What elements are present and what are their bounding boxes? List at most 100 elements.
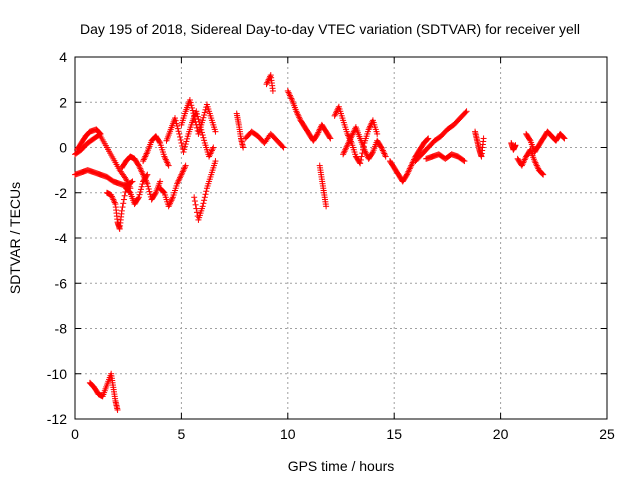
data-point bbox=[192, 201, 199, 208]
y-tick-label: 2 bbox=[59, 94, 67, 110]
x-tick-label: 25 bbox=[599, 426, 615, 442]
data-point bbox=[121, 192, 128, 199]
x-tick-label: 0 bbox=[71, 426, 79, 442]
data-point bbox=[172, 117, 179, 124]
data-point bbox=[191, 194, 198, 201]
data-point bbox=[175, 128, 182, 135]
data-point bbox=[157, 178, 164, 185]
data-point bbox=[374, 130, 381, 137]
y-tick-label: -4 bbox=[55, 230, 68, 246]
data-point bbox=[129, 178, 136, 185]
y-tick-label: -12 bbox=[47, 411, 67, 427]
data-point bbox=[190, 110, 197, 117]
data-point bbox=[136, 191, 143, 198]
y-axis-label: SDTVAR / TECUs bbox=[7, 182, 23, 294]
data-point bbox=[188, 102, 195, 109]
data-point bbox=[212, 158, 219, 165]
data-point bbox=[201, 197, 208, 204]
data-point bbox=[181, 143, 188, 150]
data-point bbox=[120, 200, 127, 207]
data-point bbox=[182, 162, 189, 169]
data-point bbox=[114, 406, 121, 413]
data-point bbox=[403, 172, 410, 179]
data-point bbox=[191, 112, 198, 119]
data-point bbox=[144, 180, 151, 187]
grid-lines bbox=[75, 57, 607, 419]
data-point bbox=[137, 186, 144, 193]
data-point bbox=[369, 150, 376, 157]
data-point bbox=[145, 185, 152, 192]
data-point bbox=[176, 130, 183, 137]
data-point bbox=[199, 203, 206, 210]
data-point bbox=[203, 188, 210, 195]
data-point bbox=[146, 188, 153, 195]
y-tick-label: -6 bbox=[55, 275, 68, 291]
data-point bbox=[191, 115, 198, 122]
data-point bbox=[460, 157, 467, 164]
data-point bbox=[357, 156, 364, 163]
data-point bbox=[200, 114, 207, 121]
chart-title: Day 195 of 2018, Sidereal Day-to-day VTE… bbox=[80, 21, 580, 37]
data-point bbox=[327, 135, 334, 142]
data-point bbox=[182, 141, 189, 148]
data-point bbox=[172, 115, 179, 122]
data-point bbox=[74, 145, 81, 152]
data-point bbox=[240, 144, 247, 151]
data-points bbox=[72, 72, 568, 413]
data-point bbox=[198, 129, 205, 136]
x-tick-labels: 0 5 10 15 20 25 bbox=[71, 426, 615, 442]
data-point bbox=[202, 191, 209, 198]
data-point bbox=[119, 204, 126, 211]
data-point bbox=[191, 198, 198, 205]
data-point bbox=[561, 135, 568, 142]
y-tick-label: 4 bbox=[59, 49, 67, 65]
data-point bbox=[189, 104, 196, 111]
data-point bbox=[156, 138, 163, 145]
x-tick-label: 5 bbox=[178, 426, 186, 442]
data-point bbox=[176, 133, 183, 140]
data-point bbox=[461, 158, 468, 165]
data-point bbox=[118, 207, 125, 214]
data-point bbox=[126, 188, 133, 195]
data-point bbox=[212, 128, 219, 135]
data-point bbox=[539, 170, 546, 177]
data-point bbox=[120, 196, 127, 203]
data-point bbox=[181, 146, 188, 153]
data-point bbox=[160, 188, 167, 195]
data-point bbox=[135, 195, 142, 202]
x-tick-label: 10 bbox=[280, 426, 296, 442]
data-point bbox=[180, 149, 187, 156]
data-point bbox=[280, 144, 287, 151]
data-point bbox=[425, 135, 432, 142]
y-tick-labels: -12 -10 -8 -6 -4 -2 0 2 4 bbox=[47, 49, 67, 427]
data-point bbox=[145, 183, 152, 190]
data-point bbox=[200, 134, 207, 141]
data-point bbox=[560, 134, 567, 141]
data-point bbox=[200, 200, 207, 207]
data-point bbox=[186, 96, 193, 103]
data-point bbox=[512, 142, 519, 149]
data-point bbox=[184, 135, 191, 142]
data-point bbox=[463, 108, 470, 115]
data-point bbox=[178, 139, 185, 146]
data-point bbox=[199, 132, 206, 139]
data-point bbox=[192, 118, 199, 125]
data-point bbox=[269, 87, 276, 94]
x-tick-label: 20 bbox=[493, 426, 509, 442]
data-point bbox=[128, 179, 135, 186]
x-tick-label: 15 bbox=[386, 426, 402, 442]
x-axis-label: GPS time / hours bbox=[288, 458, 395, 474]
data-point bbox=[189, 107, 196, 114]
data-point bbox=[377, 143, 384, 150]
data-point bbox=[358, 153, 365, 160]
data-point bbox=[526, 136, 533, 143]
data-point bbox=[540, 171, 547, 178]
data-point bbox=[138, 183, 145, 190]
data-point bbox=[165, 162, 172, 169]
data-point bbox=[183, 138, 190, 145]
data-point bbox=[194, 209, 201, 216]
data-point bbox=[179, 142, 186, 149]
y-tick-label: 0 bbox=[59, 140, 67, 156]
data-point bbox=[357, 160, 364, 167]
